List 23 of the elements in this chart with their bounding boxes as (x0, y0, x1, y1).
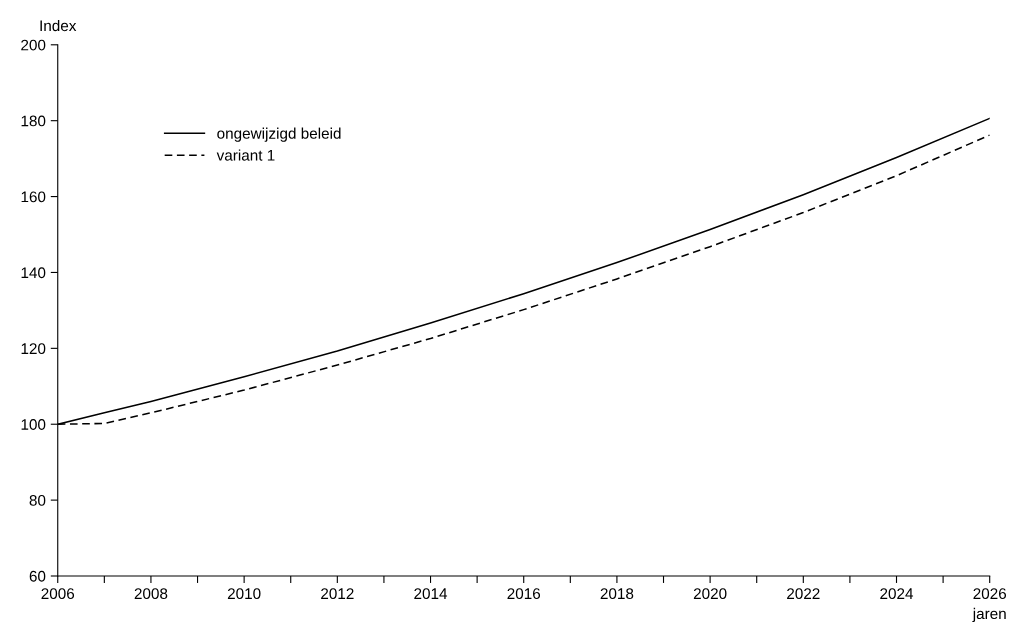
y-tick-label: 140 (21, 267, 46, 279)
x-tick-label: 2014 (414, 588, 448, 600)
y-tick-label: 80 (29, 494, 46, 506)
y-tick-label: 120 (21, 343, 46, 355)
x-tick-label: 2026 (973, 588, 1007, 600)
legend-label: ongewijzigd beleid (217, 127, 341, 142)
x-tick-label: 2012 (321, 588, 354, 600)
x-tick-label: 2008 (134, 588, 168, 600)
y-tick-label: 60 (29, 570, 46, 582)
x-tick-label: 2020 (693, 588, 727, 600)
x-axis-title: jaren (972, 607, 1006, 623)
x-tick-label: 2010 (227, 588, 261, 600)
x-tick-label: 2024 (880, 588, 914, 600)
x-tick-label: 2022 (787, 588, 820, 600)
y-tick-label: 100 (21, 419, 46, 430)
x-tick-label: 2006 (41, 588, 75, 600)
x-tick-label: 2018 (600, 588, 634, 600)
y-tick-label: 160 (21, 191, 46, 203)
y-tick-label: 180 (21, 115, 46, 127)
y-tick-label: 200 (21, 39, 46, 51)
y-axis-title: Index (40, 19, 77, 32)
legend-label: variant 1 (216, 149, 275, 161)
x-tick-label: 2016 (507, 588, 541, 600)
